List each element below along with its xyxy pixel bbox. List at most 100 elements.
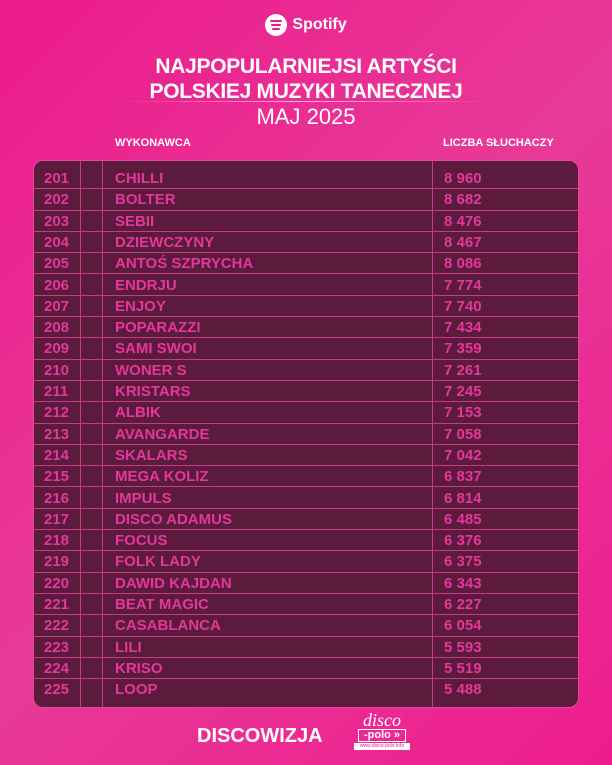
cell-rank: 212 bbox=[44, 404, 70, 422]
table-row: 204 DZIEWCZYNY 8 467 bbox=[34, 232, 578, 254]
table-row: 203 SEBII 8 476 bbox=[34, 211, 578, 232]
cell-artist: DISCO ADAMUS bbox=[115, 510, 232, 528]
table-row: 208 POPARAZZI 7 434 bbox=[34, 317, 578, 339]
divider bbox=[432, 161, 433, 707]
cell-listeners: 7 058 bbox=[444, 425, 482, 443]
cell-artist: SAMI SWOI bbox=[115, 340, 197, 358]
table-row: 218 FOCUS 6 376 bbox=[34, 530, 578, 552]
cell-rank: 217 bbox=[44, 510, 70, 528]
cell-listeners: 8 467 bbox=[444, 233, 482, 251]
cell-rank: 208 bbox=[44, 319, 70, 337]
cell-listeners: 5 488 bbox=[444, 681, 482, 699]
cell-rank: 203 bbox=[44, 212, 70, 230]
cell-listeners: 7 774 bbox=[444, 276, 482, 294]
cell-rank: 214 bbox=[44, 446, 70, 464]
cell-rank: 216 bbox=[44, 489, 70, 507]
cell-artist: POPARAZZI bbox=[115, 319, 201, 337]
table-row: 209 SAMI SWOI 7 359 bbox=[34, 338, 578, 360]
cell-rank: 224 bbox=[44, 659, 70, 677]
cell-rank: 207 bbox=[44, 297, 70, 315]
cell-rank: 210 bbox=[44, 361, 70, 379]
table-row: 217 DISCO ADAMUS 6 485 bbox=[34, 509, 578, 531]
cell-listeners: 7 740 bbox=[444, 297, 482, 315]
cell-artist: DAWID KAJDAN bbox=[115, 574, 232, 592]
cell-listeners: 6 375 bbox=[444, 553, 482, 571]
table-row: 207 ENJOY 7 740 bbox=[34, 296, 578, 318]
cell-artist: IMPULS bbox=[115, 489, 172, 507]
cell-artist: ENDRJU bbox=[115, 276, 177, 294]
cell-rank: 204 bbox=[44, 233, 70, 251]
cell-rank: 206 bbox=[44, 276, 70, 294]
cell-artist: FOCUS bbox=[115, 532, 168, 550]
cell-artist: KRISO bbox=[115, 659, 163, 677]
cell-listeners: 6 376 bbox=[444, 532, 482, 550]
table-row: 214 SKALARS 7 042 bbox=[34, 445, 578, 467]
cell-listeners: 7 434 bbox=[444, 319, 482, 337]
cell-listeners: 5 593 bbox=[444, 638, 482, 656]
page-title: NAJPOPULARNIEJSI ARTYŚCI POLSKIEJ MUZYKI… bbox=[0, 54, 612, 104]
cell-artist: LILI bbox=[115, 638, 142, 656]
cell-rank: 209 bbox=[44, 340, 70, 358]
cell-rank: 202 bbox=[44, 191, 70, 209]
cell-listeners: 8 682 bbox=[444, 191, 482, 209]
cell-artist: ANTOŚ SZPRYCHA bbox=[115, 255, 254, 273]
cell-listeners: 6 485 bbox=[444, 510, 482, 528]
table-row: 215 MEGA KOLIZ 6 837 bbox=[34, 466, 578, 488]
cell-artist: BOLTER bbox=[115, 191, 176, 209]
cell-listeners: 6 837 bbox=[444, 468, 482, 486]
table-row: 211 KRISTARS 7 245 bbox=[34, 381, 578, 403]
spotify-logo: Spotify bbox=[0, 14, 612, 36]
divider bbox=[80, 161, 81, 707]
header-artist: WYKONAWCA bbox=[115, 137, 191, 149]
subtitle: MAJ 2025 bbox=[256, 104, 356, 129]
cell-listeners: 7 153 bbox=[444, 404, 482, 422]
cell-listeners: 6 054 bbox=[444, 617, 482, 635]
table-row: 220 DAWID KAJDAN 6 343 bbox=[34, 573, 578, 594]
cell-rank: 220 bbox=[44, 574, 70, 592]
cell-artist: BEAT MAGIC bbox=[115, 596, 209, 613]
cell-listeners: 6 343 bbox=[444, 574, 482, 592]
table-row: 210 WONER S 7 261 bbox=[34, 360, 578, 381]
cell-artist: AVANGARDE bbox=[115, 425, 210, 443]
cell-artist: MEGA KOLIZ bbox=[115, 468, 209, 486]
cell-listeners: 8 476 bbox=[444, 212, 482, 230]
table-row: 201 CHILLI 8 960 bbox=[34, 168, 578, 190]
cell-artist: WONER S bbox=[115, 361, 187, 379]
cell-listeners: 6 227 bbox=[444, 596, 482, 613]
table-row: 205 ANTOŚ SZPRYCHA 8 086 bbox=[34, 253, 578, 275]
cell-rank: 222 bbox=[44, 617, 70, 635]
cell-listeners: 8 086 bbox=[444, 255, 482, 273]
cell-artist: FOLK LADY bbox=[115, 553, 201, 571]
cell-artist: DZIEWCZYNY bbox=[115, 233, 215, 251]
cell-rank: 223 bbox=[44, 638, 70, 656]
ranking-table: 201 CHILLI 8 960 202 BOLTER 8 682 203 SEBII 8 47… bbox=[33, 160, 579, 708]
table-row: 225 LOOP 5 488 bbox=[34, 679, 578, 700]
cell-listeners: 8 960 bbox=[444, 170, 482, 187]
divider bbox=[120, 101, 492, 102]
cell-artist: KRISTARS bbox=[115, 383, 191, 400]
cell-rank: 218 bbox=[44, 532, 70, 550]
cell-rank: 215 bbox=[44, 468, 70, 486]
cell-artist: ENJOY bbox=[115, 297, 166, 315]
table-row: 224 KRISO 5 519 bbox=[34, 658, 578, 680]
cell-rank: 211 bbox=[44, 383, 69, 400]
cell-rank: 201 bbox=[44, 170, 70, 187]
header-listeners: LICZBA SŁUCHACZY bbox=[443, 137, 554, 149]
spotify-icon bbox=[265, 14, 288, 36]
cell-artist: CHILLI bbox=[115, 170, 164, 187]
cell-artist: SEBII bbox=[115, 212, 155, 230]
logo-text: -polo » bbox=[358, 729, 406, 742]
disco-polo-logo: disco -polo » www.disco-polo.info bbox=[354, 710, 410, 750]
table-row: 202 BOLTER 8 682 bbox=[34, 189, 578, 211]
table-row: 222 CASABLANCA 6 054 bbox=[34, 615, 578, 637]
cell-listeners: 5 519 bbox=[444, 659, 482, 677]
table-row: 216 IMPULS 6 814 bbox=[34, 488, 578, 509]
cell-listeners: 7 359 bbox=[444, 340, 482, 358]
logo-text: disco bbox=[363, 710, 401, 730]
title-line: POLSKIEJ MUZYKI TANECZNEJ bbox=[149, 80, 463, 103]
cell-rank: 205 bbox=[44, 255, 70, 273]
cell-rank: 221 bbox=[44, 596, 70, 613]
table-row: 213 AVANGARDE 7 058 bbox=[34, 424, 578, 445]
cell-listeners: 7 042 bbox=[444, 446, 482, 464]
divider bbox=[102, 161, 103, 707]
